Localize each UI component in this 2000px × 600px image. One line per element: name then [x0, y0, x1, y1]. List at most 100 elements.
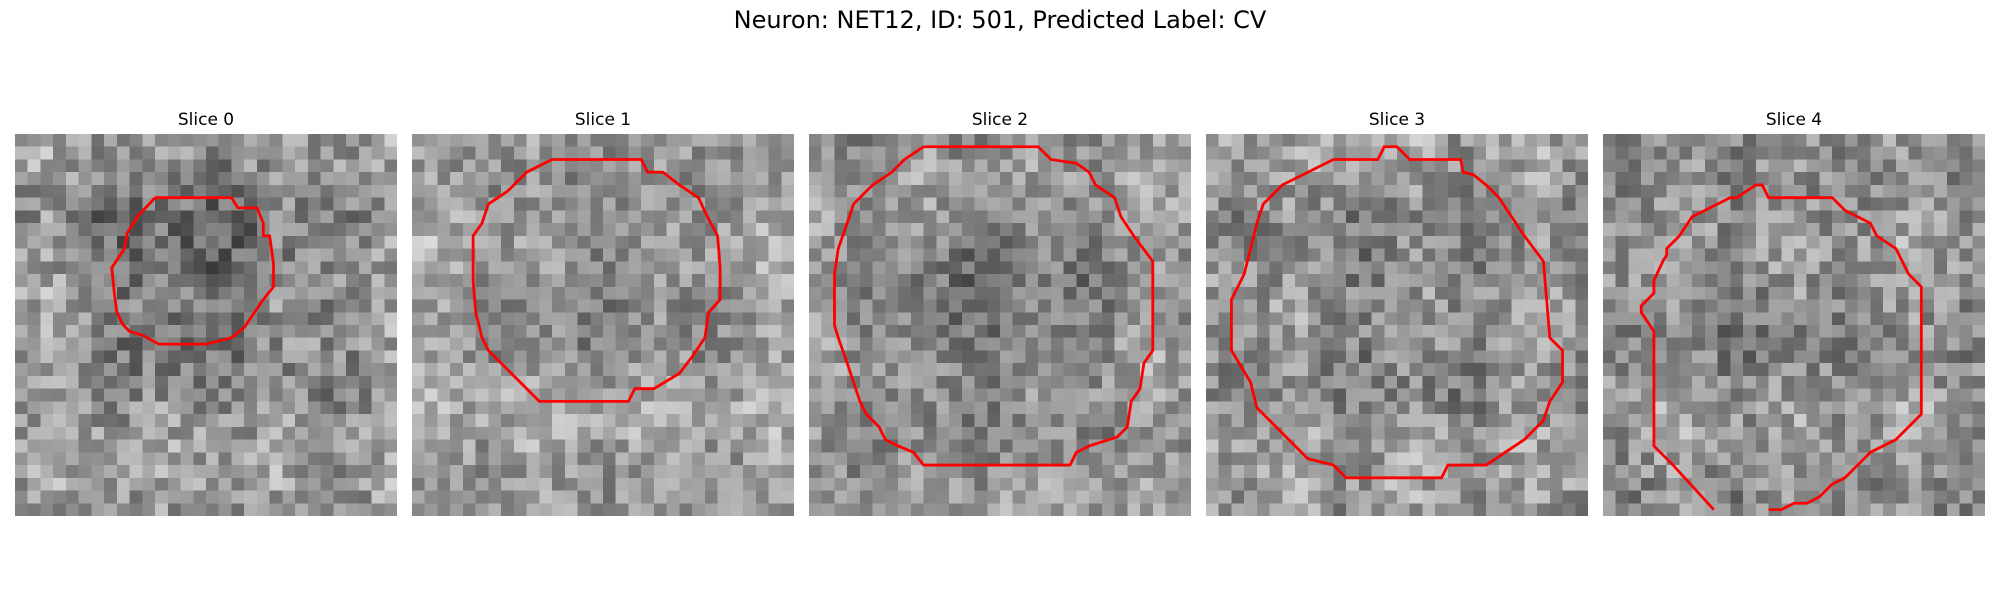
image-pixel	[1447, 452, 1461, 466]
image-pixel	[1358, 159, 1372, 173]
image-pixel	[1870, 477, 1884, 491]
image-pixel	[53, 375, 67, 389]
image-pixel	[1025, 452, 1039, 466]
image-pixel	[1269, 503, 1283, 516]
image-pixel	[1397, 235, 1410, 249]
image-pixel	[501, 439, 515, 453]
image-pixel	[1000, 490, 1013, 504]
image-pixel	[475, 363, 489, 377]
image-pixel	[1012, 414, 1026, 428]
image-pixel	[1972, 286, 1985, 300]
image-pixel	[1575, 197, 1588, 211]
image-pixel	[91, 350, 105, 364]
image-pixel	[1549, 439, 1563, 453]
image-pixel	[1101, 426, 1115, 440]
image-pixel	[320, 363, 334, 377]
image-pixel	[1883, 184, 1897, 198]
image-pixel	[488, 452, 502, 466]
image-pixel	[717, 503, 731, 516]
image-pixel	[129, 503, 143, 516]
image-pixel	[206, 172, 219, 186]
image-pixel	[320, 414, 334, 428]
image-pixel	[1460, 439, 1474, 453]
image-pixel	[155, 439, 169, 453]
image-pixel	[346, 490, 360, 504]
image-pixel	[910, 439, 924, 453]
image-pixel	[898, 248, 912, 262]
image-pixel	[1844, 426, 1858, 440]
image-pixel	[1692, 172, 1706, 186]
image-pixel	[1295, 312, 1309, 326]
image-pixel	[116, 490, 130, 504]
image-pixel	[987, 184, 1001, 198]
image-pixel	[1460, 197, 1474, 211]
image-pixel	[27, 172, 41, 186]
image-pixel	[424, 490, 438, 504]
image-pixel	[1641, 223, 1655, 237]
image-pixel	[1101, 274, 1115, 288]
image-pixel	[1653, 210, 1667, 224]
image-pixel	[898, 503, 912, 516]
image-pixel	[1206, 325, 1219, 338]
image-pixel	[412, 401, 425, 415]
image-pixel	[910, 235, 924, 249]
image-pixel	[552, 299, 566, 313]
image-pixel	[1768, 235, 1782, 249]
image-pixel	[65, 414, 79, 428]
image-pixel	[488, 337, 502, 351]
image-pixel	[1127, 325, 1141, 338]
image-pixel	[987, 375, 1001, 389]
image-pixel	[1371, 134, 1385, 147]
image-pixel	[1422, 172, 1436, 186]
image-pixel	[1178, 477, 1191, 491]
image-pixel	[1384, 299, 1398, 313]
image-pixel	[961, 286, 975, 300]
image-pixel	[1908, 312, 1922, 326]
image-pixel	[180, 210, 194, 224]
image-pixel	[488, 490, 502, 504]
image-pixel	[743, 146, 757, 160]
image-pixel	[1358, 426, 1372, 440]
image-pixel	[1295, 235, 1309, 249]
image-pixel	[1717, 477, 1731, 491]
image-pixel	[974, 490, 988, 504]
image-pixel	[1832, 401, 1846, 415]
image-pixel	[1447, 350, 1461, 364]
image-pixel	[987, 286, 1001, 300]
image-pixel	[1768, 414, 1782, 428]
image-pixel	[91, 184, 105, 198]
image-pixel	[1422, 197, 1436, 211]
image-pixel	[1883, 414, 1897, 428]
image-pixel	[1921, 325, 1935, 338]
image-pixel	[1000, 337, 1013, 351]
image-pixel	[384, 134, 397, 147]
image-pixel	[859, 426, 873, 440]
image-pixel	[603, 172, 616, 186]
image-pixel	[1295, 426, 1309, 440]
image-pixel	[666, 388, 680, 402]
image-pixel	[295, 172, 309, 186]
image-pixel	[859, 337, 873, 351]
image-pixel	[167, 159, 181, 173]
image-pixel	[27, 134, 41, 147]
image-pixel	[218, 375, 232, 389]
image-pixel	[885, 350, 899, 364]
image-pixel	[1819, 350, 1833, 364]
image-pixel	[1422, 134, 1436, 147]
image-pixel	[1256, 426, 1270, 440]
image-pixel	[488, 223, 502, 237]
image-pixel	[1038, 426, 1052, 440]
image-pixel	[1384, 261, 1398, 275]
image-pixel	[1447, 375, 1461, 389]
image-pixel	[1397, 223, 1410, 237]
image-pixel	[1921, 159, 1935, 173]
image-pixel	[1140, 401, 1154, 415]
image-pixel	[269, 375, 283, 389]
image-pixel	[1524, 261, 1538, 275]
image-pixel	[692, 210, 706, 224]
image-pixel	[1653, 350, 1667, 364]
image-pixel	[1562, 134, 1576, 147]
image-pixel	[1127, 197, 1141, 211]
image-pixel	[1244, 325, 1258, 338]
image-pixel	[1895, 401, 1909, 415]
